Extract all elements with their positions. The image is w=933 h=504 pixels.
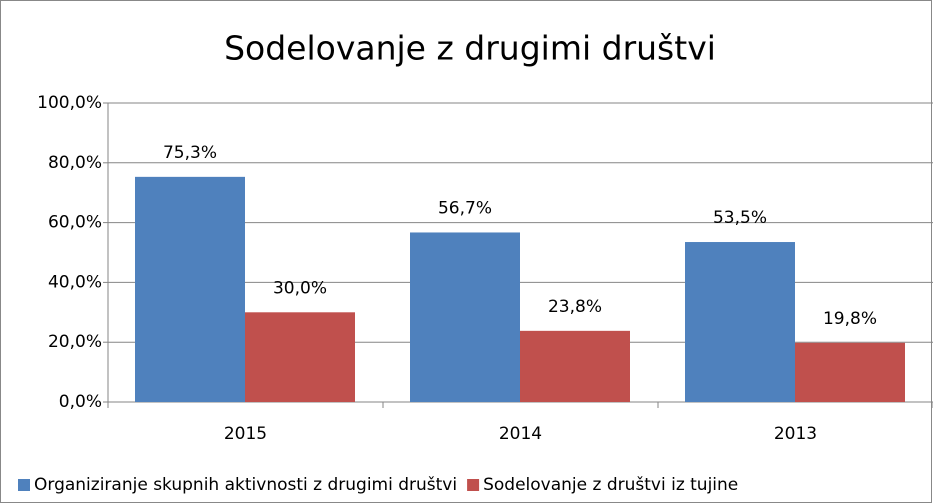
legend-label: Sodelovanje z društvi iz tujine	[483, 475, 738, 495]
legend-swatch	[18, 479, 30, 491]
legend-swatch	[467, 479, 480, 491]
y-tick-label: 60,0%	[48, 213, 102, 233]
data-label: 56,7%	[438, 198, 492, 218]
x-tick-label: 2014	[499, 424, 542, 444]
bar	[685, 242, 795, 402]
bar	[795, 342, 905, 402]
y-tick-label: 40,0%	[48, 272, 102, 292]
y-tick-label: 0,0%	[59, 392, 102, 412]
data-label: 30,0%	[273, 278, 327, 298]
data-label: 53,5%	[713, 208, 767, 228]
bar	[520, 330, 630, 402]
bar	[245, 312, 355, 402]
data-label: 19,8%	[823, 309, 877, 329]
x-tick-label: 2015	[224, 424, 267, 444]
y-tick-label: 20,0%	[48, 332, 102, 352]
y-tick-label: 80,0%	[48, 153, 102, 173]
bar	[410, 232, 520, 402]
bar	[135, 176, 245, 402]
y-tick-label: 100,0%	[37, 93, 102, 113]
x-tick-label: 2013	[774, 424, 817, 444]
data-label: 23,8%	[548, 297, 602, 317]
data-label: 75,3%	[163, 143, 217, 163]
chart-title: Sodelovanje z drugimi društvi	[224, 29, 716, 68]
legend-label: Organiziranje skupnih aktivnosti z drugi…	[34, 475, 457, 495]
